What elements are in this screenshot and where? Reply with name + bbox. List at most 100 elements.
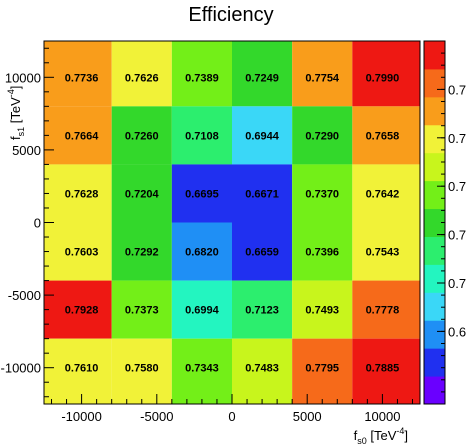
cell-value-label: 0.7389 xyxy=(185,72,219,84)
x-tick-label: 10000 xyxy=(364,409,400,424)
heatmap-cell xyxy=(111,164,172,223)
colorbar-segment xyxy=(424,376,445,405)
cell-value-label: 0.7373 xyxy=(125,305,159,317)
heatmap-cell xyxy=(292,106,353,165)
heatmap-cell xyxy=(292,280,353,339)
cell-value-label: 0.7628 xyxy=(65,188,99,200)
heatmap-cell xyxy=(111,41,172,107)
cell-value-label: 0.7204 xyxy=(125,188,160,200)
heatmap-cell xyxy=(232,280,293,339)
color-scale-bar: 0.7 0.7 0.7 0.7 0.7 0.6 xyxy=(423,40,466,405)
cell-value-label: 0.7260 xyxy=(125,130,159,142)
heatmap-cell xyxy=(44,280,112,339)
x-axis-label-exponent: -4 xyxy=(396,426,404,436)
y-axis-label: fs1 [TeV-4] xyxy=(6,86,26,140)
heatmap-cell xyxy=(292,41,353,107)
y-axis-label-units: [TeV xyxy=(8,97,23,127)
cell-value-label: 0.7610 xyxy=(65,363,99,375)
colorbar-segment xyxy=(424,124,445,154)
x-axis-label-units: [TeV xyxy=(367,428,397,443)
y-tick-label: 0 xyxy=(34,216,41,231)
cell-value-label: 0.7108 xyxy=(185,130,219,142)
heatmap-cell xyxy=(171,41,232,107)
colorbar-tick-label: 0.6 xyxy=(448,324,466,339)
cell-value-label: 0.7343 xyxy=(185,363,219,375)
x-axis-label-base: f xyxy=(354,428,358,443)
cell-value-label: 0.7664 xyxy=(65,130,100,142)
colorbar-segment xyxy=(424,236,445,265)
heatmap-cell xyxy=(44,41,112,107)
heatmap-cell xyxy=(352,338,420,404)
colorbar-tick-label: 0.7 xyxy=(448,131,466,146)
y-axis: 10000 5000 0 -5000 -10000 xyxy=(1,47,54,398)
colorbar-segment xyxy=(424,264,445,293)
y-axis-label-close: ] xyxy=(8,86,23,90)
heatmap-cell xyxy=(352,164,420,223)
colorbar-tick-label: 0.7 xyxy=(448,276,466,291)
cell-value-label: 0.7658 xyxy=(366,130,400,142)
chart-title: Efficiency xyxy=(188,4,273,26)
y-axis-label-base: f xyxy=(8,136,23,140)
y-axis-label-exponent: -4 xyxy=(6,89,16,97)
cell-value-label: 0.7990 xyxy=(366,72,400,84)
cell-value-label: 0.7396 xyxy=(305,247,339,259)
colorbar-segment xyxy=(424,68,445,98)
x-axis-label-close: ] xyxy=(404,428,408,443)
heatmap-cell xyxy=(352,280,420,339)
cell-value-label: 0.7626 xyxy=(125,72,159,84)
x-axis-label-subscript: s0 xyxy=(357,436,367,446)
cell-value-label: 0.7249 xyxy=(245,72,279,84)
heatmap-cell xyxy=(232,41,293,107)
y-tick-label: 10000 xyxy=(5,70,41,85)
heatmap-cell xyxy=(292,164,353,223)
heatmap-cell xyxy=(171,338,232,404)
x-tick-label: -10000 xyxy=(61,409,101,424)
cell-value-label: 0.7778 xyxy=(366,305,400,317)
x-tick-label: 0 xyxy=(228,409,235,424)
heatmap-cell xyxy=(44,106,112,165)
heatmap-cell xyxy=(111,280,172,339)
heatmap-cell xyxy=(352,106,420,165)
cell-value-label: 0.7603 xyxy=(65,247,99,259)
heatmap-cell xyxy=(352,222,420,281)
colorbar-segment xyxy=(424,96,445,126)
cell-value-label: 0.6671 xyxy=(245,188,279,200)
cell-value-label: 0.7580 xyxy=(125,363,159,375)
heatmap-cell xyxy=(171,280,232,339)
heatmap-cell xyxy=(111,222,172,281)
heatmap-cell xyxy=(44,338,112,404)
heatmap-cells xyxy=(44,41,420,404)
cell-value-label: 0.6994 xyxy=(185,305,220,317)
cell-value-label: 0.7543 xyxy=(366,247,400,259)
cell-value-label: 0.7123 xyxy=(245,305,279,317)
x-tick-label: -5000 xyxy=(140,409,173,424)
cell-value-label: 0.7292 xyxy=(125,247,159,259)
heatmap-cell xyxy=(171,164,232,223)
colorbar-segment xyxy=(424,41,445,70)
heatmap-cell xyxy=(352,41,420,107)
heatmap-cell xyxy=(232,106,293,165)
cell-value-label: 0.6659 xyxy=(245,247,279,259)
cell-value-label: 0.7483 xyxy=(245,363,279,375)
colorbar-segment xyxy=(424,152,445,182)
colorbar-tick-label: 0.7 xyxy=(448,82,466,97)
y-tick-label: -5000 xyxy=(8,288,41,303)
heatmap-cell xyxy=(111,106,172,165)
heatmap-cell xyxy=(44,222,112,281)
cell-value-label: 0.7754 xyxy=(305,72,340,84)
heatmap-cell xyxy=(292,338,353,404)
heatmap-cell xyxy=(44,164,112,223)
cell-value-label: 0.7736 xyxy=(65,72,99,84)
y-tick-label: -10000 xyxy=(1,361,41,376)
heatmap-cell xyxy=(232,222,293,281)
cell-value-label: 0.6944 xyxy=(245,130,280,142)
heatmap-cell xyxy=(171,222,232,281)
heatmap-cell xyxy=(292,222,353,281)
cell-value-label: 0.7885 xyxy=(366,363,400,375)
y-tick-label: 5000 xyxy=(12,143,41,158)
heatmap-cell xyxy=(232,338,293,404)
x-axis: -10000 -5000 0 5000 10000 xyxy=(51,394,413,424)
cell-value-label: 0.7642 xyxy=(366,188,400,200)
